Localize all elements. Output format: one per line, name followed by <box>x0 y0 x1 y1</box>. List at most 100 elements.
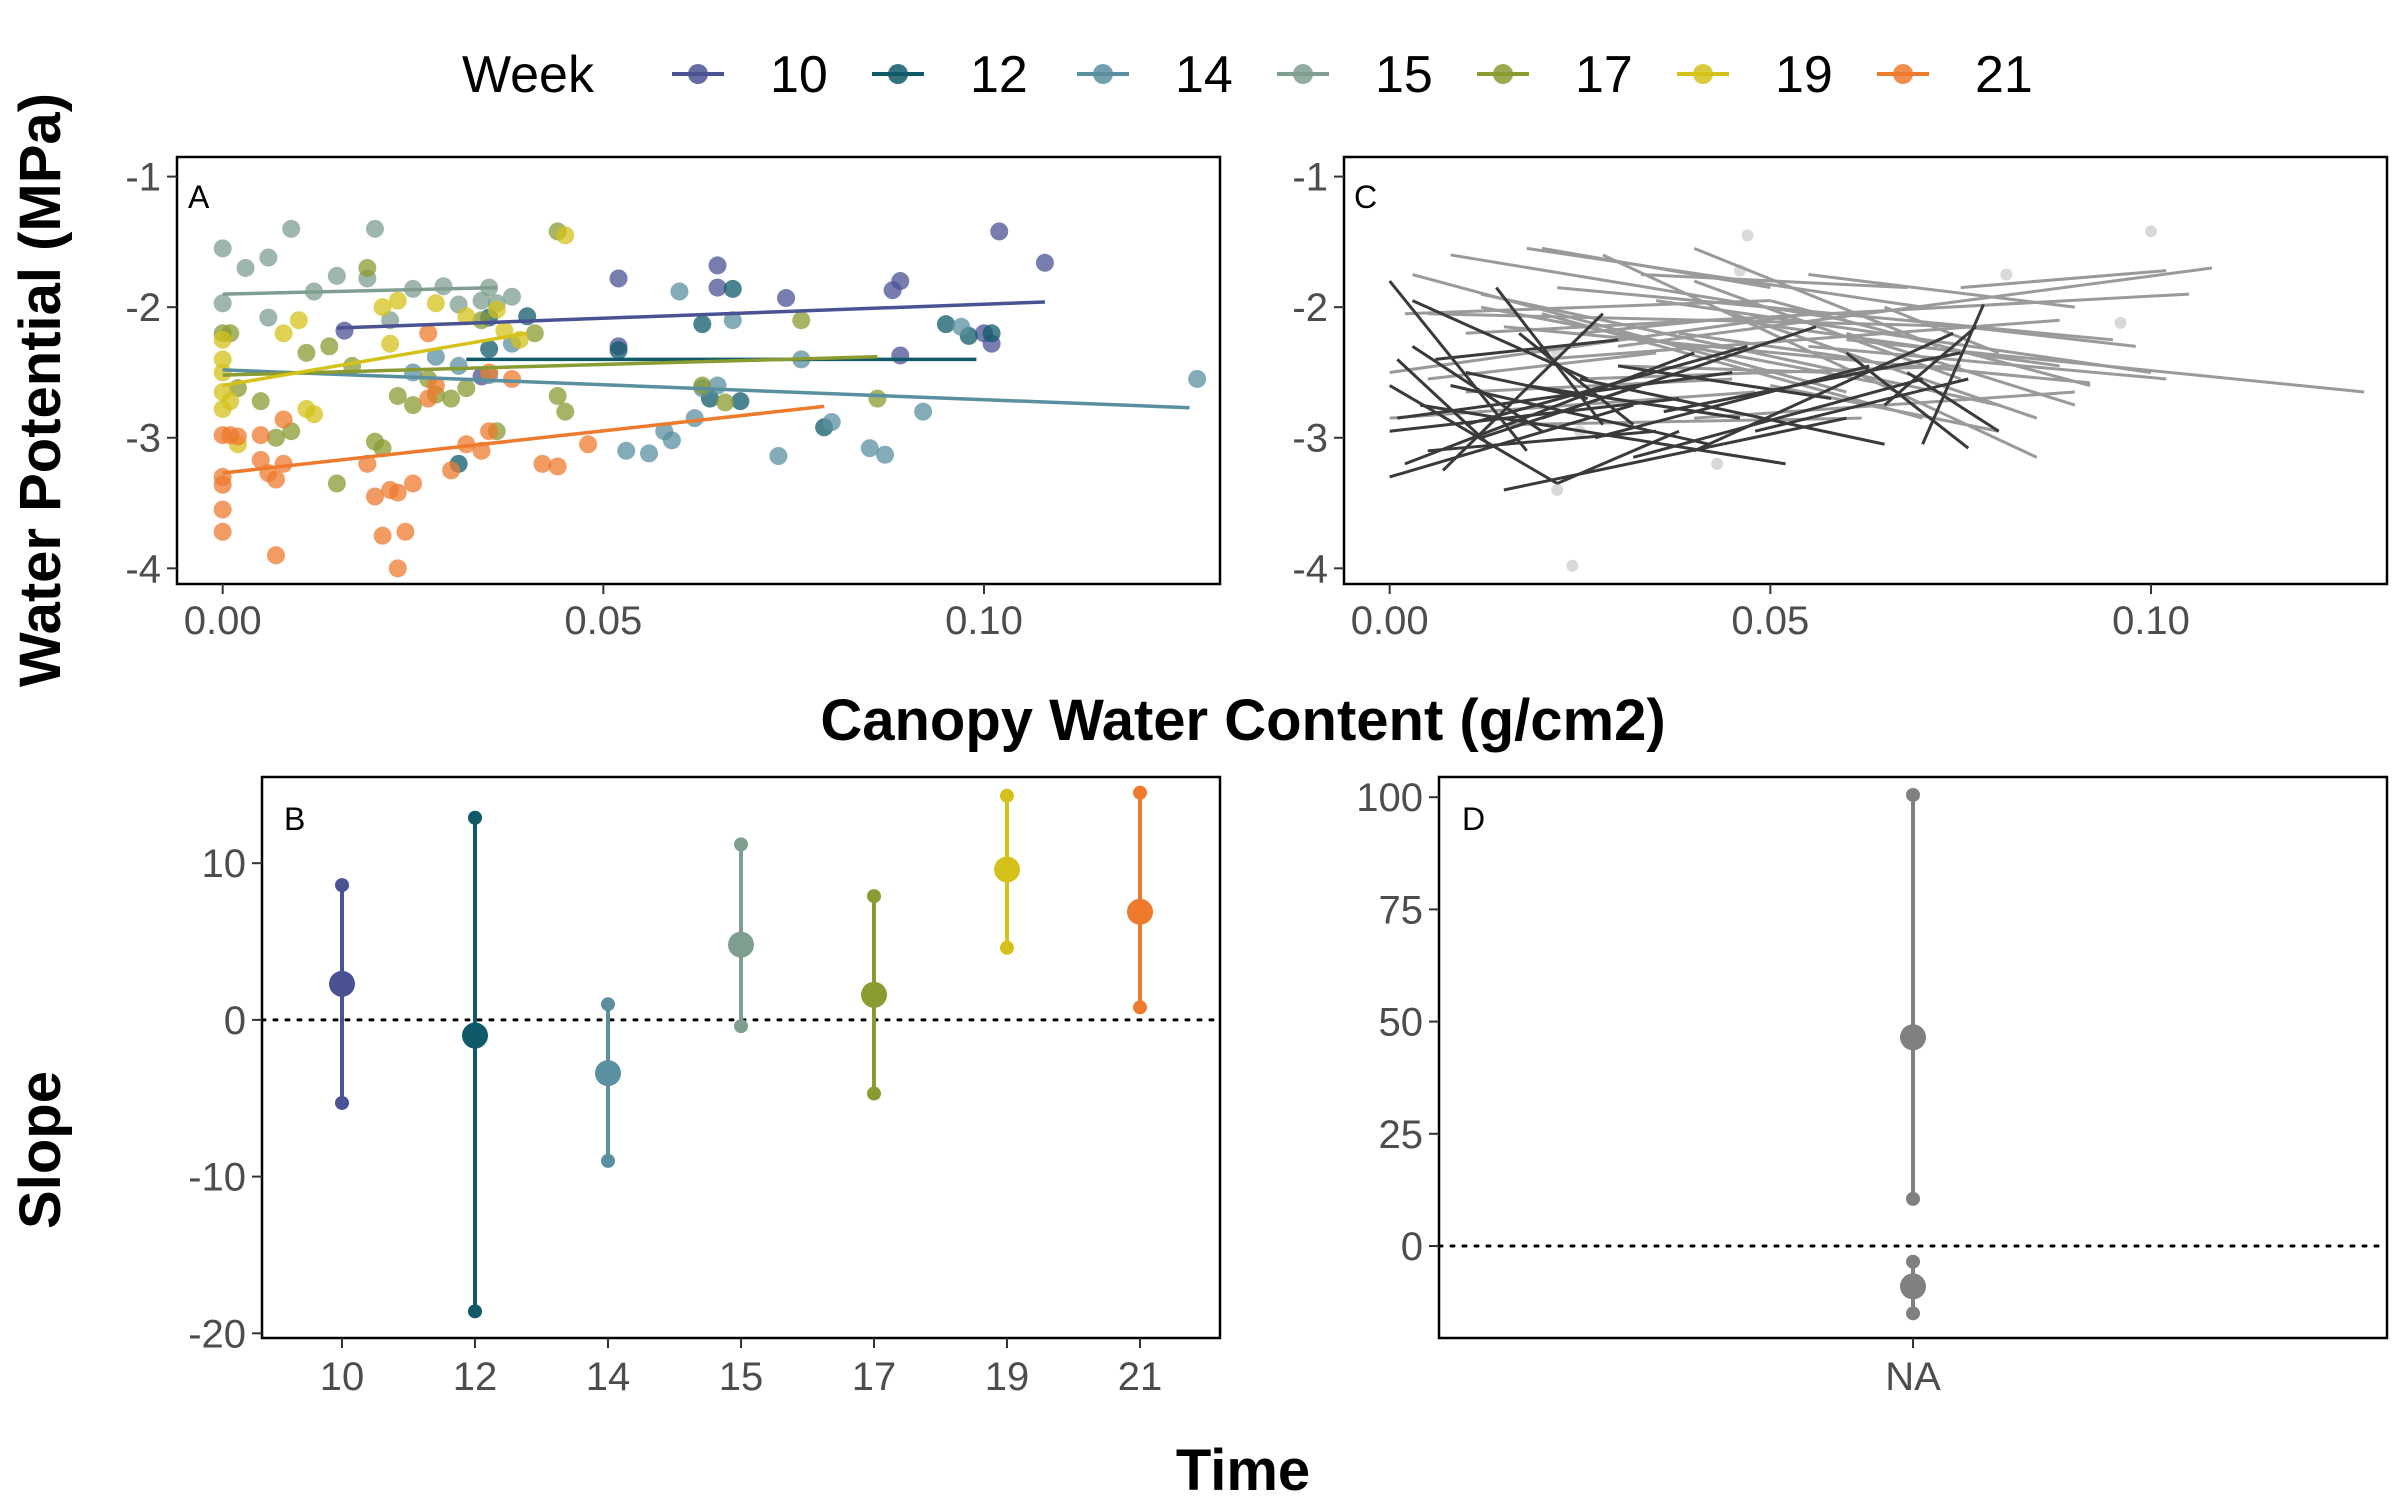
fit-line-light <box>1846 331 2076 407</box>
panel-b-ticks: 10 0 -10 -20 10 12 14 15 17 19 21 <box>188 842 1162 1399</box>
legend-item-label: 19 <box>1775 46 1833 104</box>
estimate-14 <box>595 997 621 1168</box>
data-point <box>990 222 1009 241</box>
interval-upper-point <box>867 889 881 904</box>
legend-item-17: 17 <box>1477 46 1633 104</box>
data-point <box>388 386 407 405</box>
data-point <box>723 311 742 330</box>
ghost-point <box>2144 225 2157 238</box>
data-point <box>251 392 270 411</box>
panel-c-ticks: 0.00 0.05 0.10 -1 -2 -3 -4 <box>1292 156 2190 643</box>
x-tick-label: 17 <box>852 1355 897 1399</box>
y-tick-label: -4 <box>125 547 161 591</box>
interval-upper-point <box>1000 788 1014 803</box>
data-point <box>860 439 879 458</box>
data-point <box>373 526 392 545</box>
estimate-10 <box>329 878 355 1110</box>
data-point <box>396 522 415 541</box>
panel-c-tag: C <box>1354 179 1377 215</box>
data-point <box>502 369 521 388</box>
fit-line-dark <box>1526 384 1741 420</box>
fit-line-10 <box>336 300 1045 330</box>
y-tick-label: 75 <box>1379 888 1424 932</box>
data-point <box>381 334 400 353</box>
data-point <box>533 454 552 473</box>
legend-key-point <box>1893 64 1913 84</box>
fit-line-light <box>1770 384 2000 433</box>
data-point <box>1035 253 1054 272</box>
data-point <box>373 298 392 317</box>
fit-line-dark <box>1396 358 1490 446</box>
series-21 <box>213 324 598 578</box>
fit-line-light <box>1541 246 1771 290</box>
fit-line-14 <box>222 368 1190 410</box>
fit-line-19 <box>222 331 528 388</box>
data-point <box>266 428 285 447</box>
x-tick-label: 0.00 <box>1351 599 1429 643</box>
x-tick-label: 12 <box>453 1355 498 1399</box>
fit-line-dark <box>1556 429 1680 485</box>
estimate-21 <box>1127 785 1153 1015</box>
data-point <box>236 258 255 277</box>
data-point <box>365 219 384 238</box>
interval-lower-point <box>468 1304 482 1319</box>
fit-line-dark <box>1883 325 1977 407</box>
data-point <box>731 392 750 411</box>
data-point <box>305 405 324 424</box>
fit-line-dark <box>1450 384 1710 446</box>
ghost-point <box>1551 483 1564 496</box>
data-point <box>358 454 377 473</box>
fit-line-dark <box>1845 351 1970 450</box>
legend-key-point <box>1693 64 1713 84</box>
interval-upper-point <box>601 997 615 1012</box>
x-tick-label: 10 <box>320 1355 365 1399</box>
bottom-x-axis-title: Time <box>1176 1438 1310 1500</box>
data-point <box>579 435 598 454</box>
legend-key-point <box>888 64 908 84</box>
estimate-12 <box>462 810 488 1319</box>
ghost-point <box>1711 457 1724 470</box>
fit-line-dark <box>1617 364 1832 401</box>
data-point <box>502 287 521 306</box>
fit-line-light <box>1808 273 2076 309</box>
ghost-point <box>1566 559 1579 572</box>
data-point <box>213 400 232 419</box>
data-point <box>259 248 278 267</box>
data-point <box>548 457 567 476</box>
data-point <box>419 389 438 408</box>
data-point <box>365 487 384 506</box>
data-point <box>388 291 407 310</box>
y-tick-label: 25 <box>1379 1113 1424 1157</box>
panel-a-ticks: 0.00 0.05 0.10 -1 -2 -3 -4 <box>125 156 1023 643</box>
fit-line-light <box>1465 377 1733 394</box>
y-tick-label: 0 <box>224 999 246 1043</box>
data-point <box>426 376 445 395</box>
interval-lower-point <box>601 1153 615 1168</box>
data-point <box>327 266 346 285</box>
fit-line-light <box>1678 331 1862 361</box>
panel-d: D 100 75 50 25 0 NA <box>1356 775 2389 1399</box>
fit-line-dark <box>1594 364 1870 440</box>
panel-a-frame <box>175 155 1222 586</box>
fit-line-light <box>1404 299 1771 316</box>
data-point <box>251 450 270 469</box>
panel-a-marks <box>213 219 1207 578</box>
data-point <box>251 426 270 445</box>
data-point <box>891 272 910 291</box>
estimate-point <box>1900 1024 1926 1051</box>
panel-d-tag: D <box>1462 801 1485 837</box>
data-point <box>693 376 712 395</box>
estimate-point <box>329 970 355 997</box>
y-tick-label: -10 <box>188 1156 246 1200</box>
data-point <box>388 483 407 502</box>
fit-line-light <box>1883 305 2000 355</box>
fit-line-dark <box>1441 312 1604 472</box>
estimate-point <box>728 931 754 958</box>
legend-item-21: 21 <box>1877 46 2033 104</box>
data-point <box>213 294 232 313</box>
panel-c-frame <box>1342 155 2389 586</box>
x-tick-label: 0.10 <box>2112 599 2190 643</box>
interval-lower-point <box>335 1095 349 1110</box>
data-point <box>457 379 476 398</box>
x-tick-label: 0.05 <box>1731 599 1809 643</box>
